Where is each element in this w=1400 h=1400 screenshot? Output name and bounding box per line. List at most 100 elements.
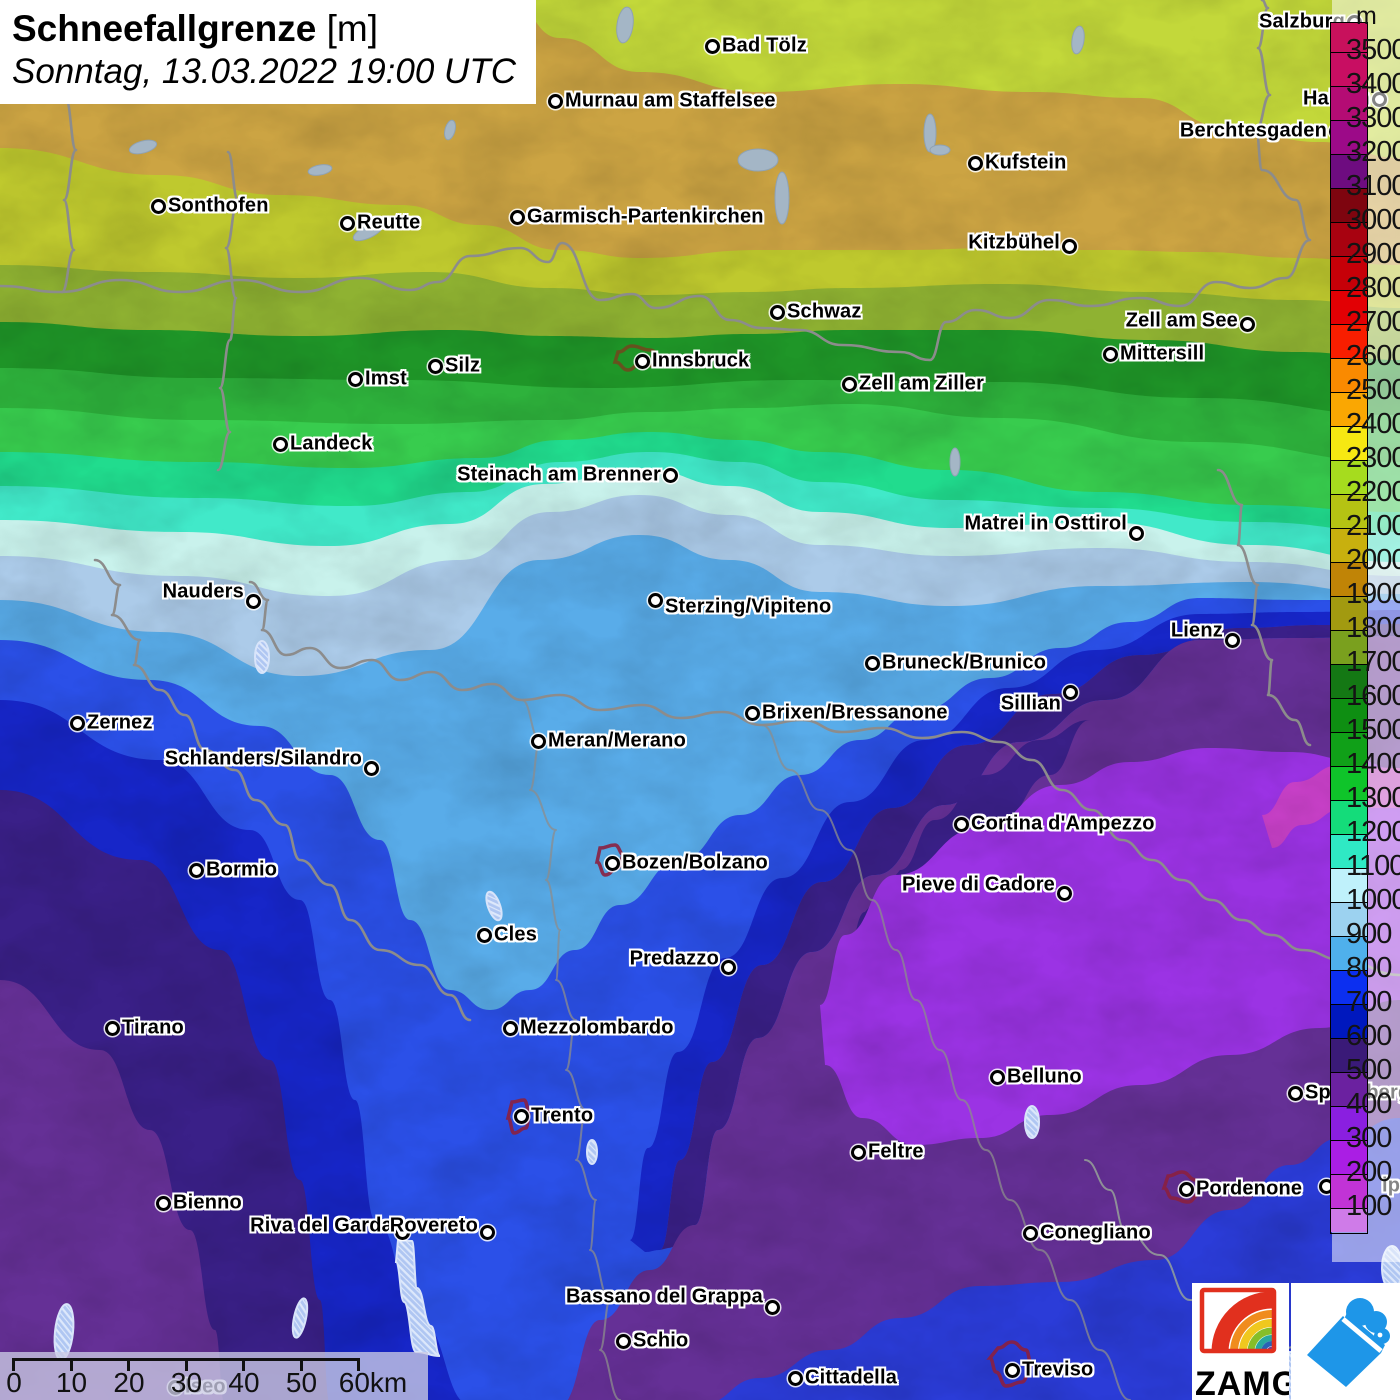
colorbar-tick-label: 3500 <box>1346 33 1400 66</box>
city-label: Matrei in Osttirol <box>964 512 1127 535</box>
colorbar-band <box>1331 23 1367 52</box>
scale-label: 20 <box>113 1367 145 1398</box>
lakes-north <box>128 6 1085 477</box>
city-marker <box>850 1144 866 1160</box>
colorbar-tick-label: 800 <box>1346 951 1392 984</box>
city-label: Murnau am Staffelsee <box>565 89 776 112</box>
city-label: Berchtesgaden <box>1179 119 1327 142</box>
scale-label: 60km <box>338 1367 408 1398</box>
city-label: Bormio <box>206 858 278 881</box>
colorbar-tick-label: 300 <box>1346 1121 1392 1154</box>
city-label: Salzburg <box>1258 10 1345 33</box>
city-marker <box>363 760 379 776</box>
city-marker <box>1287 1085 1303 1101</box>
city-label: Zell am See <box>1125 309 1238 332</box>
title-unit: [m] <box>326 8 379 49</box>
colorbar-tick-label: 100 <box>1346 1189 1392 1222</box>
colorbar-tick-label: 3100 <box>1346 169 1400 202</box>
colorbar-tick-label: 1500 <box>1346 713 1400 746</box>
colorbar-band <box>1331 1037 1367 1072</box>
title-box: Schneefallgrenze [m] Sonntag, 13.03.2022… <box>0 0 536 104</box>
colorbar-band <box>1331 1071 1367 1106</box>
city-marker <box>1022 1225 1038 1241</box>
city-marker <box>339 215 355 231</box>
city-marker <box>1239 316 1255 332</box>
colorbar-band <box>1331 1139 1367 1174</box>
city-label: Belluno <box>1007 1065 1082 1088</box>
city-label: Mezzolombardo <box>520 1016 674 1039</box>
city-label: Mittersill <box>1120 342 1205 365</box>
city-label: Predazzo <box>629 947 719 970</box>
icon-dot <box>1377 1332 1383 1338</box>
city-marker <box>953 816 969 832</box>
colorbar-band <box>1331 629 1367 664</box>
scale-label: 50 <box>285 1367 318 1398</box>
city-label: Sonthofen <box>168 194 269 217</box>
city-marker <box>427 358 443 374</box>
colorbar-tick-label: 2100 <box>1346 509 1400 542</box>
colorbar-tick-label: 3400 <box>1346 67 1400 100</box>
city-label: Schwaz <box>787 300 862 323</box>
city-label: Zell am Ziller <box>859 372 985 395</box>
city-label: Feltre <box>868 1140 924 1163</box>
colorbar-band <box>1331 459 1367 494</box>
city-marker <box>476 927 492 943</box>
colorbar-band <box>1331 1003 1367 1038</box>
colorbar-tick-label: 600 <box>1346 1019 1392 1052</box>
city-label: Meran/Merano <box>548 729 686 752</box>
elevation-colorbar <box>1330 22 1368 1234</box>
colorbar-tick-label: 500 <box>1346 1053 1392 1086</box>
colorbar-band <box>1331 765 1367 800</box>
city-marker <box>634 353 650 369</box>
city-marker <box>530 733 546 749</box>
city-marker <box>864 655 880 671</box>
colorbar-band <box>1331 1207 1367 1232</box>
city-label: Schio <box>633 1329 689 1352</box>
city-marker <box>1224 632 1240 648</box>
scale-label: 30 <box>170 1367 203 1398</box>
scale-tick <box>69 1358 73 1371</box>
city-label: Tirano <box>122 1016 184 1039</box>
colorbar-tick-label: 2400 <box>1346 407 1400 440</box>
city-label: Kufstein <box>985 151 1067 174</box>
colorbar-tick-label: 2700 <box>1346 305 1400 338</box>
colorbar-tick-label: 1000 <box>1346 883 1400 916</box>
colorbar-band <box>1331 493 1367 528</box>
colorbar-tick-label: 2800 <box>1346 271 1400 304</box>
city-marker <box>647 592 663 608</box>
city-label: Bassano del Grappa <box>566 1285 763 1308</box>
colorbar-band <box>1331 527 1367 562</box>
city-marker <box>604 855 620 871</box>
city-marker <box>1061 238 1077 254</box>
zamg-logo[interactable]: ZAMG <box>1192 1283 1298 1400</box>
colorbar-unit: m <box>1356 2 1377 30</box>
city-marker <box>1128 525 1144 541</box>
city-marker <box>155 1195 171 1211</box>
snow-report-logo[interactable] <box>1291 1283 1400 1400</box>
colorbar-tick-label: 200 <box>1346 1155 1392 1188</box>
city-label: Pordenone <box>1196 1177 1303 1200</box>
city-label: Riva del Garda <box>250 1214 393 1237</box>
colorbar-tick-label: 3000 <box>1346 203 1400 236</box>
city-label: Garmisch-Partenkirchen <box>527 205 764 228</box>
colorbar-band <box>1331 799 1367 834</box>
colorbar-band <box>1331 85 1367 120</box>
scale-tick <box>184 1358 188 1371</box>
city-marker <box>394 1224 410 1240</box>
rainbow-frame <box>1199 1287 1277 1354</box>
city-marker <box>502 1020 518 1036</box>
colorbar-band <box>1331 935 1367 970</box>
city-marker <box>1102 346 1118 362</box>
city-marker <box>347 371 363 387</box>
colorbar-tick-label: 1300 <box>1346 781 1400 814</box>
city-marker <box>1056 885 1072 901</box>
colorbar-band <box>1331 595 1367 630</box>
colorbar-band <box>1331 289 1367 324</box>
colorbar-band <box>1331 901 1367 936</box>
city-marker <box>662 467 678 483</box>
colorbar-tick-label: 900 <box>1346 917 1392 950</box>
city-label: Imst <box>365 367 407 390</box>
city-marker <box>104 1020 120 1036</box>
